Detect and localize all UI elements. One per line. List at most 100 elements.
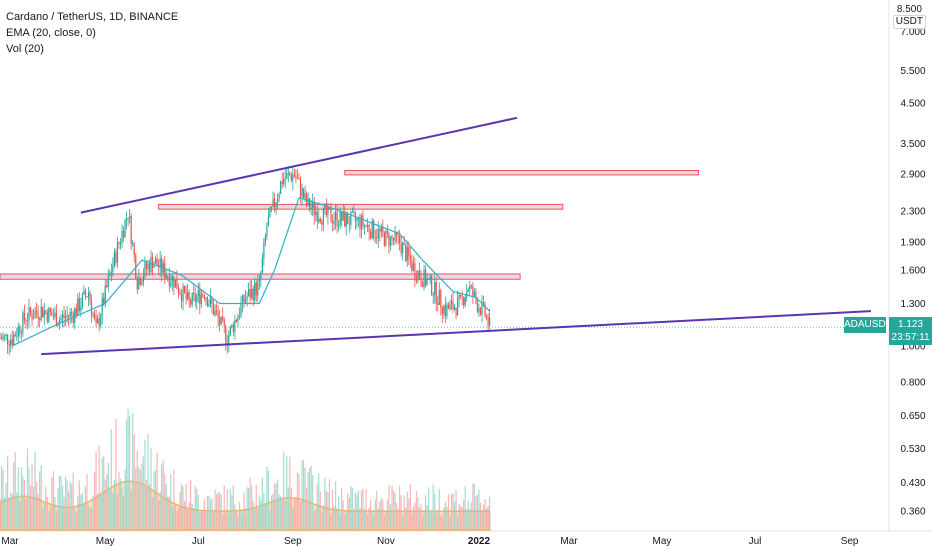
currency-button[interactable]: USDT <box>892 15 926 29</box>
candle-body <box>103 298 105 305</box>
candle-body <box>284 178 286 180</box>
volume-bar <box>391 485 393 530</box>
candle-body <box>74 308 76 323</box>
x-tick-label: Mar <box>560 536 578 547</box>
volume-bar <box>159 491 161 530</box>
volume-bar <box>34 451 36 530</box>
candle-body <box>322 207 324 225</box>
volume-bar <box>333 506 335 530</box>
candle-body <box>164 263 166 279</box>
candle-body <box>371 220 373 239</box>
candle-body <box>241 295 244 305</box>
candle-body <box>211 297 213 305</box>
candle-body <box>255 282 257 296</box>
candle-body <box>51 312 53 316</box>
volume-bar <box>75 512 77 530</box>
candle-body <box>324 206 326 208</box>
candle-body <box>197 289 199 297</box>
volume-bar <box>342 500 344 530</box>
volume-bar <box>197 494 199 530</box>
candle-body <box>388 233 390 247</box>
candle-body <box>360 215 363 230</box>
candle-body <box>336 211 338 227</box>
candle-body <box>200 294 202 305</box>
candle-body <box>412 263 414 271</box>
volume-bar <box>479 502 482 530</box>
candle-body <box>234 320 236 332</box>
volume-bar <box>147 433 149 530</box>
volume-bar <box>414 502 416 530</box>
volume-bar <box>252 501 254 530</box>
volume-bar <box>72 472 74 530</box>
candle-body <box>467 289 469 291</box>
candle-body <box>75 308 77 316</box>
candle-body <box>77 298 79 316</box>
candle-body <box>481 301 483 315</box>
candle-body <box>479 308 482 315</box>
candle-body <box>342 211 344 221</box>
candle-body <box>145 262 148 269</box>
volume-bar <box>354 492 357 530</box>
candle-body <box>321 222 323 225</box>
candle-body <box>32 317 35 320</box>
trendline <box>41 310 872 356</box>
volume-bar <box>98 445 100 530</box>
volume-bar <box>409 483 411 530</box>
volume-bar <box>347 493 349 530</box>
candle-body <box>359 217 361 230</box>
volume-bar <box>370 499 372 530</box>
candle-body <box>485 315 488 317</box>
volume-bar <box>395 503 398 530</box>
candle-body <box>243 295 245 303</box>
candle-body <box>460 294 462 296</box>
volume-bar <box>298 474 300 530</box>
volume-bar <box>212 512 215 530</box>
volume-bar <box>485 508 488 530</box>
candle-body <box>450 300 453 304</box>
y-tick-label: 5.500 <box>900 66 925 77</box>
candle-body <box>418 270 421 278</box>
volume-bar <box>307 472 309 530</box>
candle-body <box>43 310 45 318</box>
legend-symbol[interactable]: Cardano / TetherUS, 1D, BINANCE <box>6 11 179 23</box>
volume-bar <box>167 496 169 530</box>
legend-volume[interactable]: Vol (20) <box>6 43 44 55</box>
candle-body <box>449 303 451 309</box>
current-price-badge: 1.123 23:57:11 <box>889 317 932 345</box>
resistance-zone <box>158 203 564 210</box>
candle-body <box>476 300 479 312</box>
candle-body <box>129 216 131 218</box>
volume-bar <box>328 479 331 530</box>
volume-bar <box>339 513 341 530</box>
volume-bar <box>278 494 280 530</box>
volume-bar <box>142 456 144 530</box>
candle-body <box>190 300 192 305</box>
volume-bar <box>434 493 436 530</box>
candle-body <box>235 320 238 322</box>
candle-body <box>363 224 366 226</box>
candle-body <box>443 305 445 314</box>
volume-bar <box>286 456 288 530</box>
volume-bar <box>206 496 209 530</box>
candle-body <box>64 316 67 319</box>
legend-ema[interactable]: EMA (20, close, 0) <box>6 27 96 39</box>
price-scale-header: 8.500 USDT <box>892 5 926 29</box>
candle-body <box>281 181 283 184</box>
candle-body <box>406 246 408 261</box>
candle-body <box>144 262 146 276</box>
candle-body <box>80 306 82 312</box>
volume-bar <box>263 493 265 530</box>
volume-bar <box>135 468 137 530</box>
volume-bar <box>187 507 189 530</box>
volume-bar <box>231 495 233 530</box>
volume-bar <box>450 494 453 530</box>
volume-bar <box>470 502 472 530</box>
candle-body <box>278 193 280 199</box>
candle-body <box>238 316 241 318</box>
volume-bar <box>432 484 434 530</box>
volume-bar <box>270 495 273 530</box>
volume-bar <box>74 506 76 530</box>
candle-body <box>194 293 196 302</box>
